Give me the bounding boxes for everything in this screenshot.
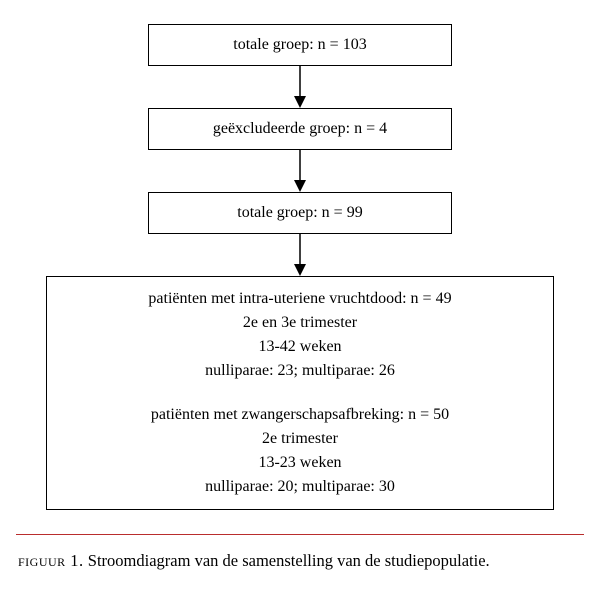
- flow-node-3: totale groep: n = 99: [148, 192, 453, 234]
- figure-label: figuur 1.: [18, 551, 84, 570]
- flow-node-1: totale groep: n = 103: [148, 24, 453, 66]
- figure-caption-text: Stroomdiagram van de samenstelling van d…: [88, 551, 490, 570]
- caption-divider: [16, 534, 584, 535]
- n4-g2-l3: 13-23 weken: [59, 451, 541, 475]
- flow-arrow-3: [292, 234, 308, 276]
- flow-node-1-text: totale groep: n = 103: [233, 36, 366, 53]
- flow-node-2-text: geëxcludeerde groep: n = 4: [213, 120, 387, 137]
- figure-caption: figuur 1. Stroomdiagram van de samenstel…: [16, 547, 584, 575]
- flow-node-2: geëxcludeerde groep: n = 4: [148, 108, 453, 150]
- flow-node-4: patiënten met intra-uteriene vruchtdood:…: [46, 276, 554, 510]
- flow-node-4-group-1: patiënten met intra-uteriene vruchtdood:…: [59, 287, 541, 383]
- flow-arrow-2: [292, 150, 308, 192]
- flowchart: totale groep: n = 103 geëxcludeerde groe…: [16, 24, 584, 510]
- flow-node-4-group-2: patiënten met zwangerschapsafbreking: n …: [59, 403, 541, 499]
- flow-arrow-1: [292, 66, 308, 108]
- n4-g1-l3: 13-42 weken: [59, 335, 541, 359]
- flow-node-3-text: totale groep: n = 99: [237, 204, 362, 221]
- n4-g1-l2: 2e en 3e trimester: [59, 311, 541, 335]
- n4-g2-l4: nulliparae: 20; multiparae: 30: [59, 475, 541, 499]
- n4-g2-l1: patiënten met zwangerschapsafbreking: n …: [59, 403, 541, 427]
- n4-g1-l1: patiënten met intra-uteriene vruchtdood:…: [59, 287, 541, 311]
- n4-g1-l4: nulliparae: 23; multiparae: 26: [59, 359, 541, 383]
- n4-g2-l2: 2e trimester: [59, 427, 541, 451]
